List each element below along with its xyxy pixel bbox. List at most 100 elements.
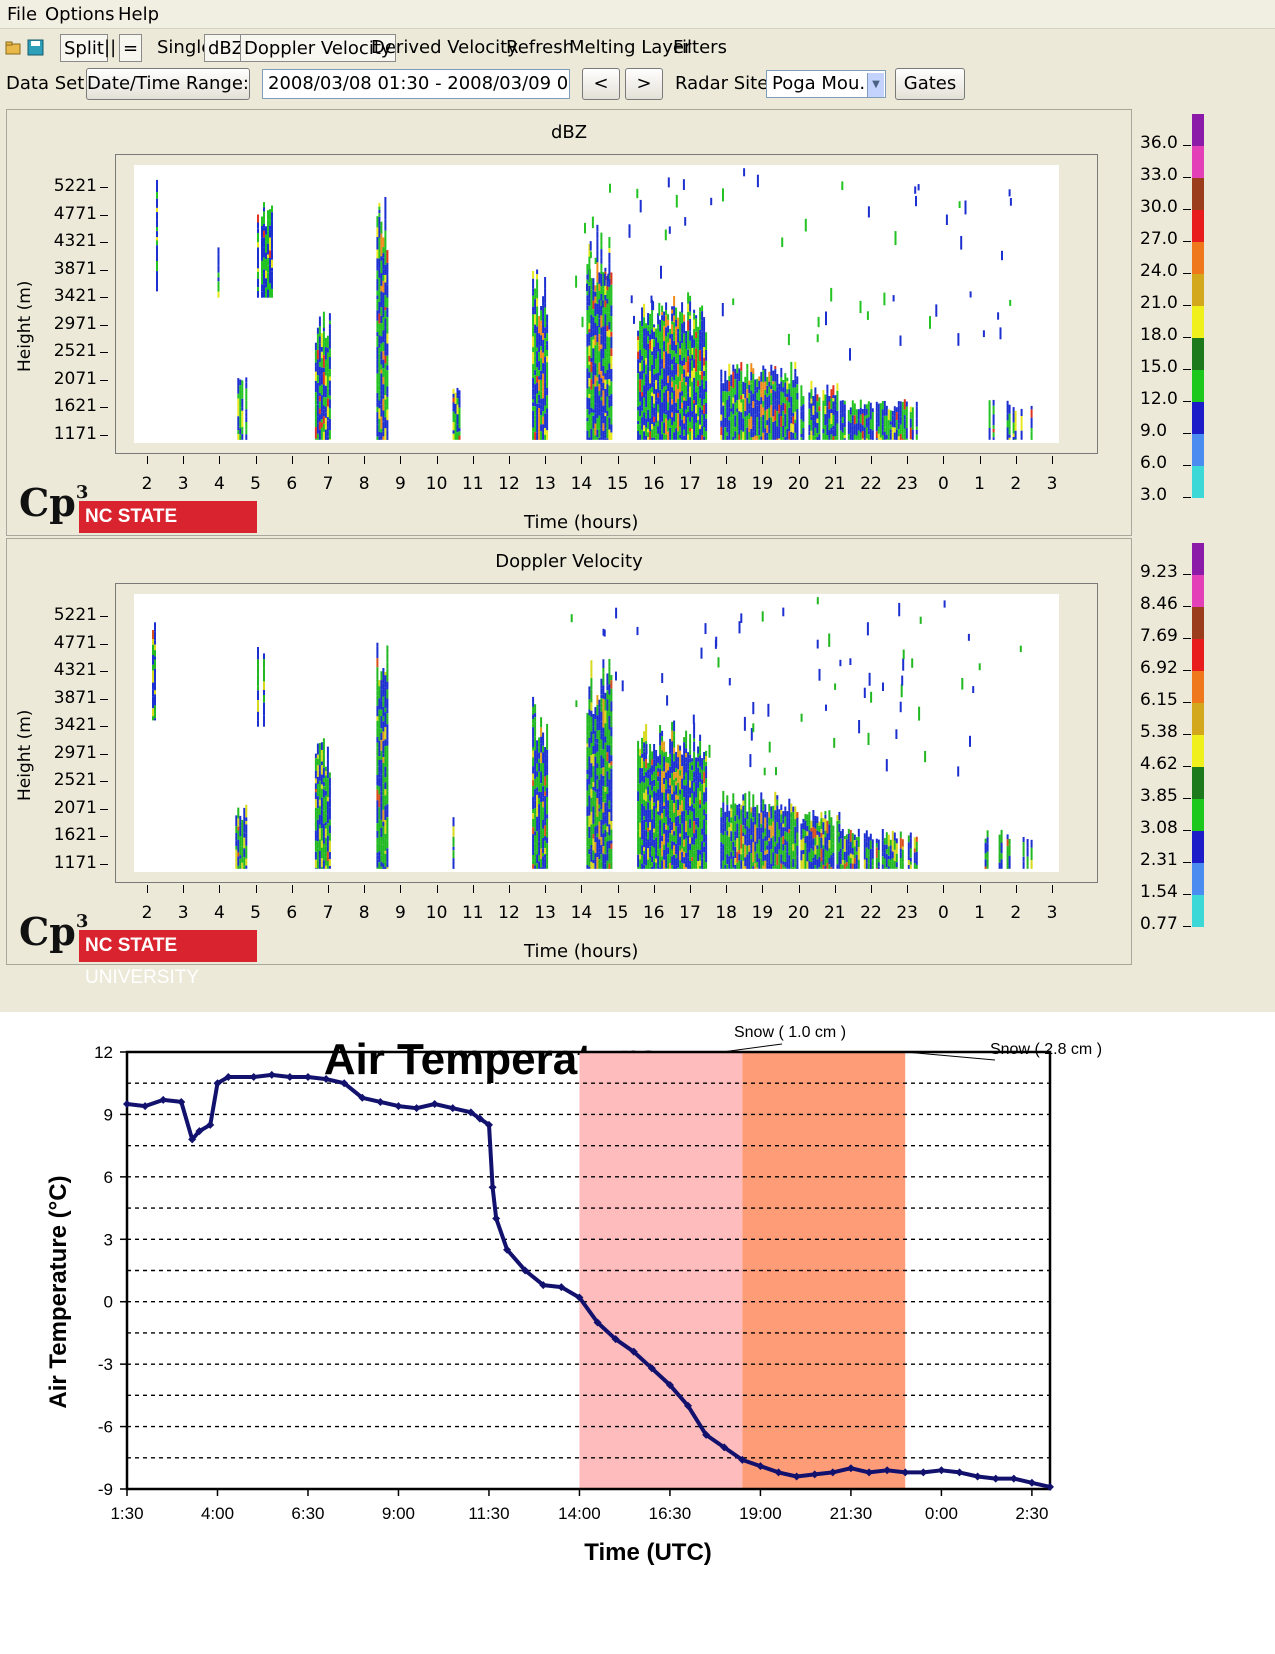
legend-color-swatch <box>1192 210 1204 242</box>
cpg-logo-text: Cp <box>19 480 76 525</box>
radar-echo <box>826 397 828 406</box>
radar-echo <box>764 395 766 406</box>
radar-echo <box>384 207 386 220</box>
previous-button[interactable]: < <box>582 68 620 100</box>
radar-echo <box>637 791 639 801</box>
radar-echo <box>327 759 329 766</box>
radar-echo <box>701 835 703 841</box>
next-button[interactable]: > <box>625 68 663 100</box>
radar-echo <box>651 365 653 376</box>
radar-echo <box>544 338 546 345</box>
legend-color-swatch <box>1192 575 1204 607</box>
radar-echo <box>683 424 685 430</box>
vertical-split-button[interactable]: || <box>101 34 119 62</box>
radar-echo <box>319 743 321 750</box>
radar-echo <box>695 785 697 798</box>
radar-echo <box>675 781 677 785</box>
y-tick-label: -6 <box>98 1418 113 1437</box>
radar-echo <box>592 366 594 376</box>
radar-echo <box>758 413 760 421</box>
radar-echo <box>772 826 774 836</box>
radar-echo <box>896 838 898 843</box>
radar-echo <box>764 369 766 382</box>
x-tick-mark <box>147 456 148 464</box>
radar-echo <box>734 804 736 816</box>
radar-echo <box>754 863 756 869</box>
radar-echo <box>653 369 655 374</box>
radar-echo <box>898 436 900 440</box>
filters-button[interactable]: Filters <box>670 34 730 62</box>
radar-echo <box>604 743 606 754</box>
radar-echo <box>882 417 884 424</box>
radar-echo <box>842 423 844 432</box>
radar-echo <box>758 435 760 440</box>
radar-echo <box>653 848 655 859</box>
date-time-range-button[interactable]: Date/Time Range: <box>86 68 250 100</box>
radar-echo <box>323 797 325 810</box>
radar-echo <box>689 788 691 798</box>
radar-echo <box>647 336 649 343</box>
radar-echo <box>742 814 744 822</box>
radar-echo <box>380 316 382 323</box>
radar-echo <box>748 811 750 821</box>
open-folder-icon[interactable] <box>5 39 22 56</box>
radar-echo <box>722 791 724 803</box>
radar-echo <box>532 378 534 388</box>
radar-echo <box>774 369 776 373</box>
dbz-plot-area[interactable] <box>134 165 1059 443</box>
radar-site-select[interactable]: Poga Mou... ▼ <box>766 70 886 98</box>
menu-file[interactable]: File <box>7 4 37 25</box>
radar-echo <box>378 862 380 869</box>
ncsu-logo-bold: NC STATE <box>85 935 177 956</box>
doppler-plot-area[interactable] <box>134 594 1059 872</box>
radar-echo <box>760 393 762 397</box>
radar-echo <box>782 437 784 440</box>
radar-echo <box>665 435 667 440</box>
radar-echo <box>586 713 588 725</box>
radar-echo <box>665 752 667 763</box>
radar-echo <box>608 399 610 407</box>
radar-echo <box>681 766 683 779</box>
chevron-down-icon[interactable]: ▼ <box>867 73 884 97</box>
radar-echo <box>592 301 594 310</box>
radar-echo <box>754 424 756 429</box>
radar-echo <box>600 249 602 258</box>
radar-echo <box>754 833 756 842</box>
radar-echo <box>742 794 744 800</box>
radar-echo <box>663 433 665 440</box>
radar-echo <box>663 803 665 806</box>
radar-echo <box>536 433 538 440</box>
radar-echo <box>691 411 693 417</box>
radar-echo <box>701 406 703 411</box>
radar-echo <box>699 782 701 791</box>
radar-echo <box>665 808 667 817</box>
save-icon[interactable] <box>27 39 44 56</box>
radar-echo <box>239 816 241 821</box>
radar-echo <box>675 363 677 368</box>
radar-echo <box>154 690 156 694</box>
derived-velocity-button[interactable]: Derived Velocity <box>368 34 521 62</box>
temperature-point <box>431 1100 439 1108</box>
radar-echo <box>319 829 321 840</box>
radar-echo <box>239 429 241 435</box>
radar-echo <box>376 810 378 819</box>
radar-echo <box>641 411 643 418</box>
radar-echo <box>794 369 796 372</box>
radar-echo <box>610 273 612 285</box>
radar-echo <box>667 365 669 376</box>
radar-speck <box>819 669 821 681</box>
legend-color-swatch <box>1192 895 1204 927</box>
radar-echo <box>746 855 748 863</box>
menu-options[interactable]: Options <box>45 4 114 25</box>
radar-echo <box>594 792 596 803</box>
horizontal-split-button[interactable]: = <box>119 34 142 62</box>
gates-button[interactable]: Gates <box>895 68 965 100</box>
menu-help[interactable]: Help <box>118 4 159 25</box>
radar-echo <box>532 296 534 307</box>
radar-echo <box>257 260 259 268</box>
radar-echo <box>380 862 382 867</box>
date-range-field[interactable]: 2008/03/08 01:30 - 2008/03/09 03:00 <box>262 69 570 99</box>
radar-echo <box>746 830 748 840</box>
temperature-point <box>449 1104 457 1112</box>
radar-echo <box>669 785 671 788</box>
